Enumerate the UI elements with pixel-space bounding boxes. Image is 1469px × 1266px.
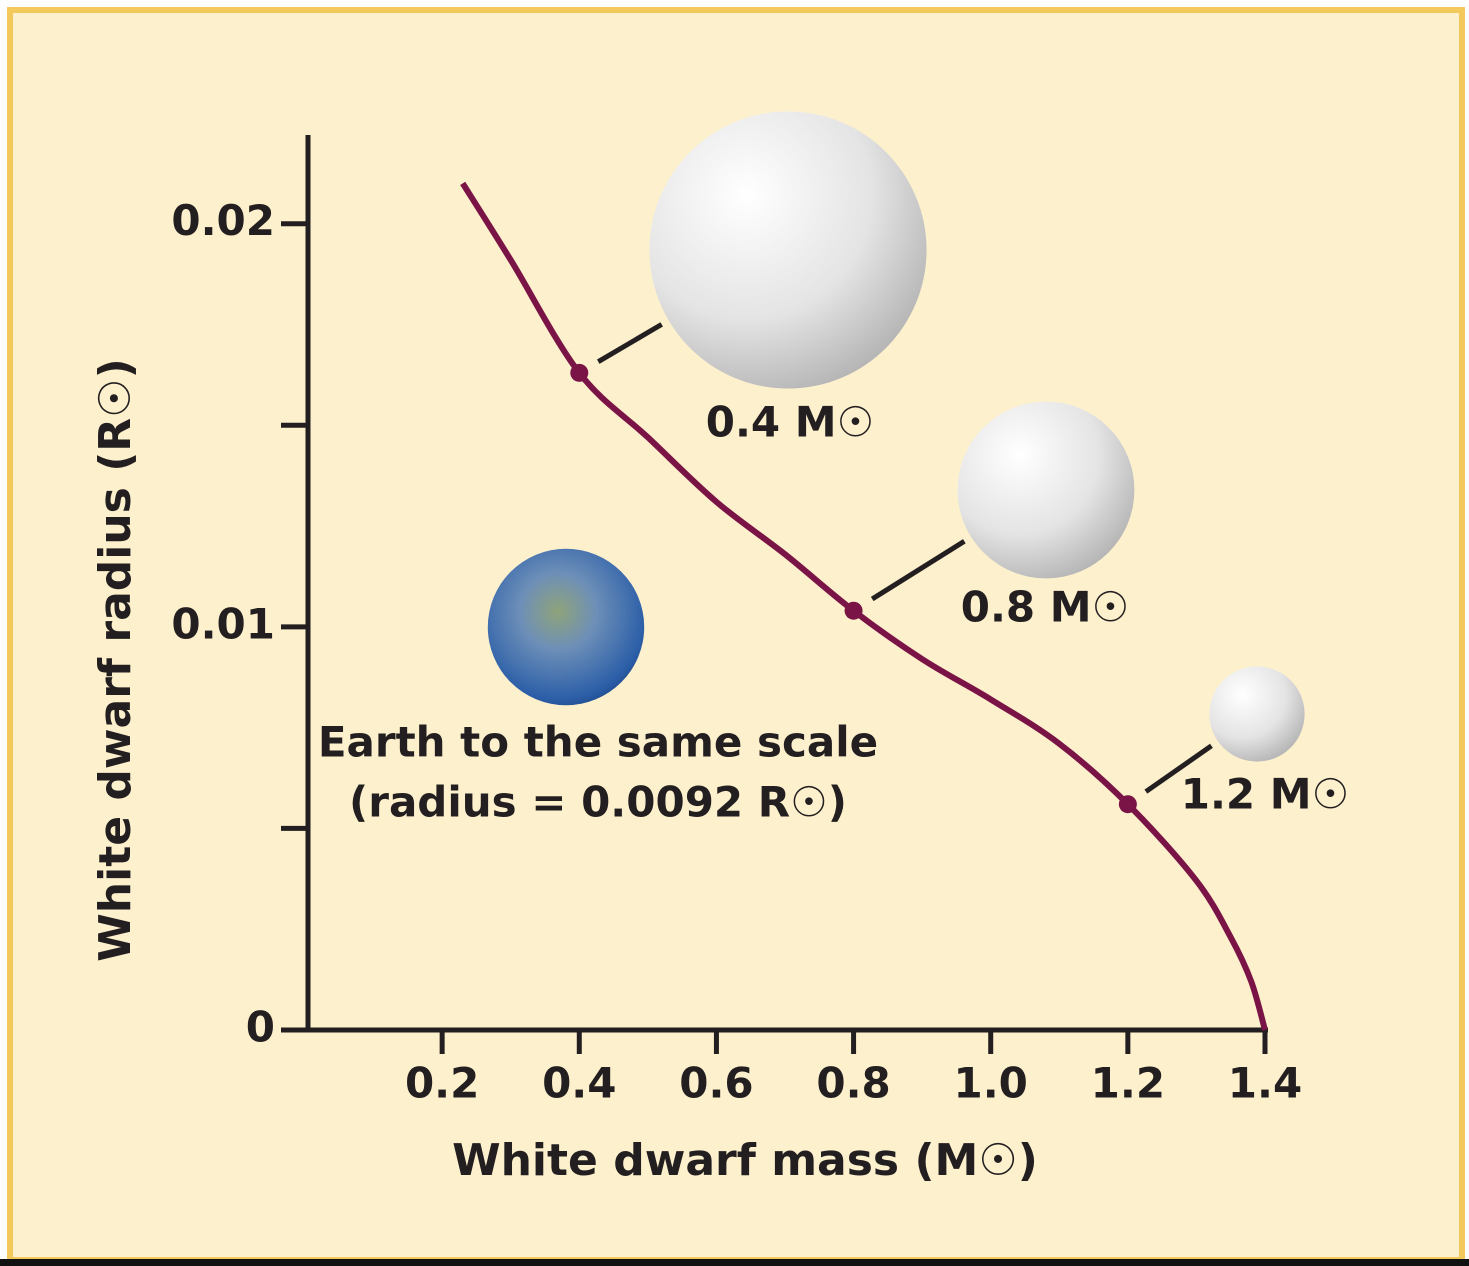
x-tick-label: 0.6 (679, 1059, 753, 1108)
x-tick-label: 1.4 (1228, 1059, 1302, 1108)
x-tick-label: 1.2 (1091, 1059, 1165, 1108)
y-tick-label: 0.01 (171, 599, 275, 648)
bottom-bar (0, 1259, 1469, 1266)
y-axis-label: White dwarf radius (R☉) (90, 358, 141, 961)
y-tick-label: 0 (246, 1003, 275, 1052)
earth-label: (radius = 0.0092 R☉) (349, 778, 847, 827)
point (845, 602, 863, 620)
sphere (1209, 666, 1304, 761)
x-tick-label: 0.4 (542, 1059, 616, 1108)
sphere-label: 0.8 M☉ (961, 583, 1129, 632)
earth-label: Earth to the same scale (318, 718, 878, 767)
x-tick-label: 0.2 (405, 1059, 479, 1108)
x-tick-label: 0.8 (816, 1059, 890, 1108)
chart: White dwarf mass (M☉) White dwarf radius… (0, 0, 1469, 1266)
x-axis-label: White dwarf mass (M☉) (452, 1135, 1038, 1186)
point (570, 364, 588, 382)
earth (488, 549, 644, 705)
sphere-label: 1.2 M☉ (1181, 770, 1349, 819)
y-tick-label: 0.02 (171, 196, 275, 245)
point (1119, 795, 1137, 813)
sphere (649, 111, 926, 388)
sphere (958, 402, 1135, 579)
x-tick-label: 1.0 (954, 1059, 1028, 1108)
sphere-label: 0.4 M☉ (706, 398, 874, 447)
